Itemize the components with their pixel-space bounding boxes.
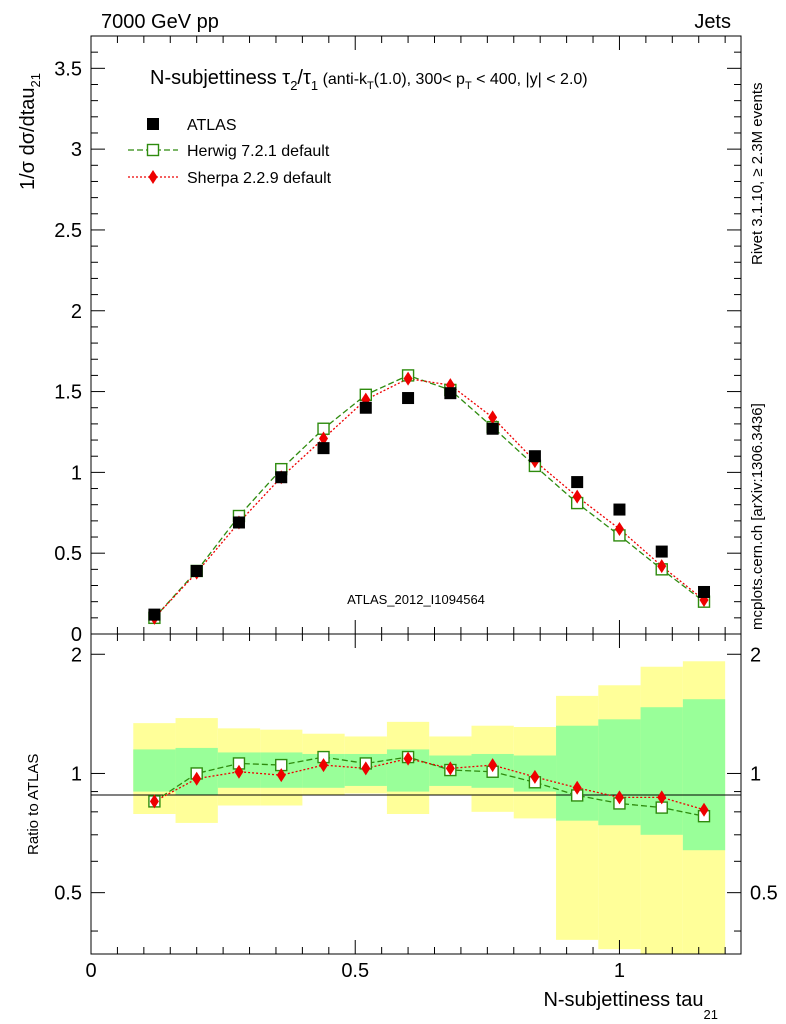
- ratio-uncertainty-bands: [133, 661, 726, 954]
- inner-band-bin: [682, 699, 726, 851]
- ratio-y-tick-label-right: 1: [750, 763, 761, 785]
- inner-band-bin: [133, 749, 176, 792]
- sherpa-point: [319, 431, 329, 446]
- sherpa-ratio-point: [234, 764, 244, 779]
- sherpa-line: [153, 377, 705, 619]
- atlas-point: [359, 401, 372, 414]
- main-plot: 0 0.5 1 1.5 2 2.5 3 3.5: [54, 35, 742, 646]
- main-y-tick-label: 0.5: [54, 543, 82, 565]
- atlas-point: [613, 503, 626, 516]
- ratio-y-tick-label-right: 0.5: [750, 883, 778, 905]
- main-y-tick-label: 1.5: [54, 382, 82, 404]
- sherpa-ratio-point: [276, 768, 286, 783]
- main-data-marks: [148, 369, 711, 625]
- sherpa-ratio-point: [149, 794, 159, 809]
- ratio-y-tick-label-left: 2: [71, 644, 82, 666]
- x-tick-label: 1: [614, 960, 625, 982]
- sherpa-point: [657, 559, 667, 574]
- sherpa-ratio-point: [445, 761, 455, 776]
- x-tick-label: 0.5: [341, 960, 369, 982]
- legend-label: Sherpa 2.2.9 default: [187, 170, 332, 187]
- main-y-ticks: 0 0.5 1 1.5 2 2.5 3 3.5: [54, 35, 741, 646]
- inner-band-bin: [556, 725, 599, 821]
- atlas-point: [190, 564, 203, 577]
- sherpa-ratio-point: [488, 758, 498, 773]
- x-axis-label: N-subjettiness tau21: [543, 989, 718, 1022]
- sherpa-ratio-point: [403, 751, 413, 766]
- legend-label: ATLAS: [187, 117, 237, 134]
- ratio-y-tick-label-left: 1: [71, 763, 82, 785]
- analysis-watermark: ATLAS_2012_I1094564: [347, 592, 485, 607]
- main-y-tick-label: 1: [71, 462, 82, 484]
- atlas-point: [148, 608, 161, 621]
- sherpa-point: [488, 410, 498, 425]
- sherpa-ratio-line: [154, 757, 705, 811]
- header-right: Jets: [694, 11, 731, 33]
- herwig-line: [153, 374, 705, 619]
- sherpa-ratio-point: [361, 761, 371, 776]
- x-tick-label: 0: [85, 960, 96, 982]
- ratio-y-tick-label-left: 0.5: [54, 883, 82, 905]
- sherpa-point: [403, 371, 413, 386]
- atlas-point: [232, 516, 245, 529]
- main-y-tick-label: 2.5: [54, 220, 82, 242]
- mcplots-source-label: mcplots.cern.ch [arXiv:1306.3436]: [749, 403, 766, 630]
- sherpa-ratio-point: [699, 802, 709, 817]
- ratio-y-axis-label: Ratio to ATLAS: [25, 754, 42, 855]
- plot-title: N-subjettiness τ2/τ1 (anti-kT(1.0), 300<…: [150, 67, 588, 93]
- atlas-point: [275, 471, 288, 484]
- ratio-plot-frame: [90, 633, 742, 955]
- legend-sherpa-marker: [148, 170, 158, 184]
- atlas-point: [528, 450, 541, 463]
- sherpa-point: [572, 489, 582, 504]
- atlas-point: [402, 392, 415, 405]
- ratio-y-tick-label-right: 2: [750, 644, 761, 666]
- atlas-point: [655, 545, 668, 558]
- header-left: 7000 GeV pp: [101, 11, 219, 33]
- atlas-point: [444, 387, 457, 400]
- ratio-plot: 0.5 0.5 1 1 2 2 0 0.5 1: [54, 633, 778, 982]
- herwig-ratio-line: [154, 756, 705, 817]
- atlas-point: [486, 422, 499, 435]
- sherpa-point: [614, 521, 624, 536]
- legend-herwig-marker: [146, 143, 160, 157]
- atlas-point: [698, 585, 711, 598]
- rivet-version-label: Rivet 3.1.10, ≥ 2.3M events: [749, 83, 766, 266]
- ratio-data-marks: [148, 750, 711, 823]
- main-y-axis-label: 1/σ dσ/dtau21: [17, 73, 43, 190]
- sherpa-ratio-point: [192, 771, 202, 786]
- ratio-ticks: 0.5 0.5 1 1 2 2 0 0.5 1: [54, 634, 778, 982]
- sherpa-ratio-point: [319, 758, 329, 773]
- sherpa-ratio-point: [530, 769, 540, 784]
- main-y-tick-label: 2: [71, 301, 82, 323]
- inner-band-bin: [640, 707, 683, 835]
- main-y-tick-label: 3: [71, 139, 82, 161]
- legend-label: Herwig 7.2.1 default: [187, 143, 330, 160]
- main-y-tick-label: 3.5: [54, 58, 82, 80]
- sherpa-ratio-point: [657, 790, 667, 805]
- sherpa-ratio-point: [614, 790, 624, 805]
- atlas-point: [571, 476, 584, 489]
- legend: ATLAS Herwig 7.2.1 default Sherpa 2.2.9 de…: [128, 117, 332, 187]
- legend-atlas-marker: [147, 118, 159, 130]
- atlas-point: [317, 442, 330, 455]
- main-y-tick-label: 0: [71, 624, 82, 646]
- sherpa-ratio-point: [572, 780, 582, 795]
